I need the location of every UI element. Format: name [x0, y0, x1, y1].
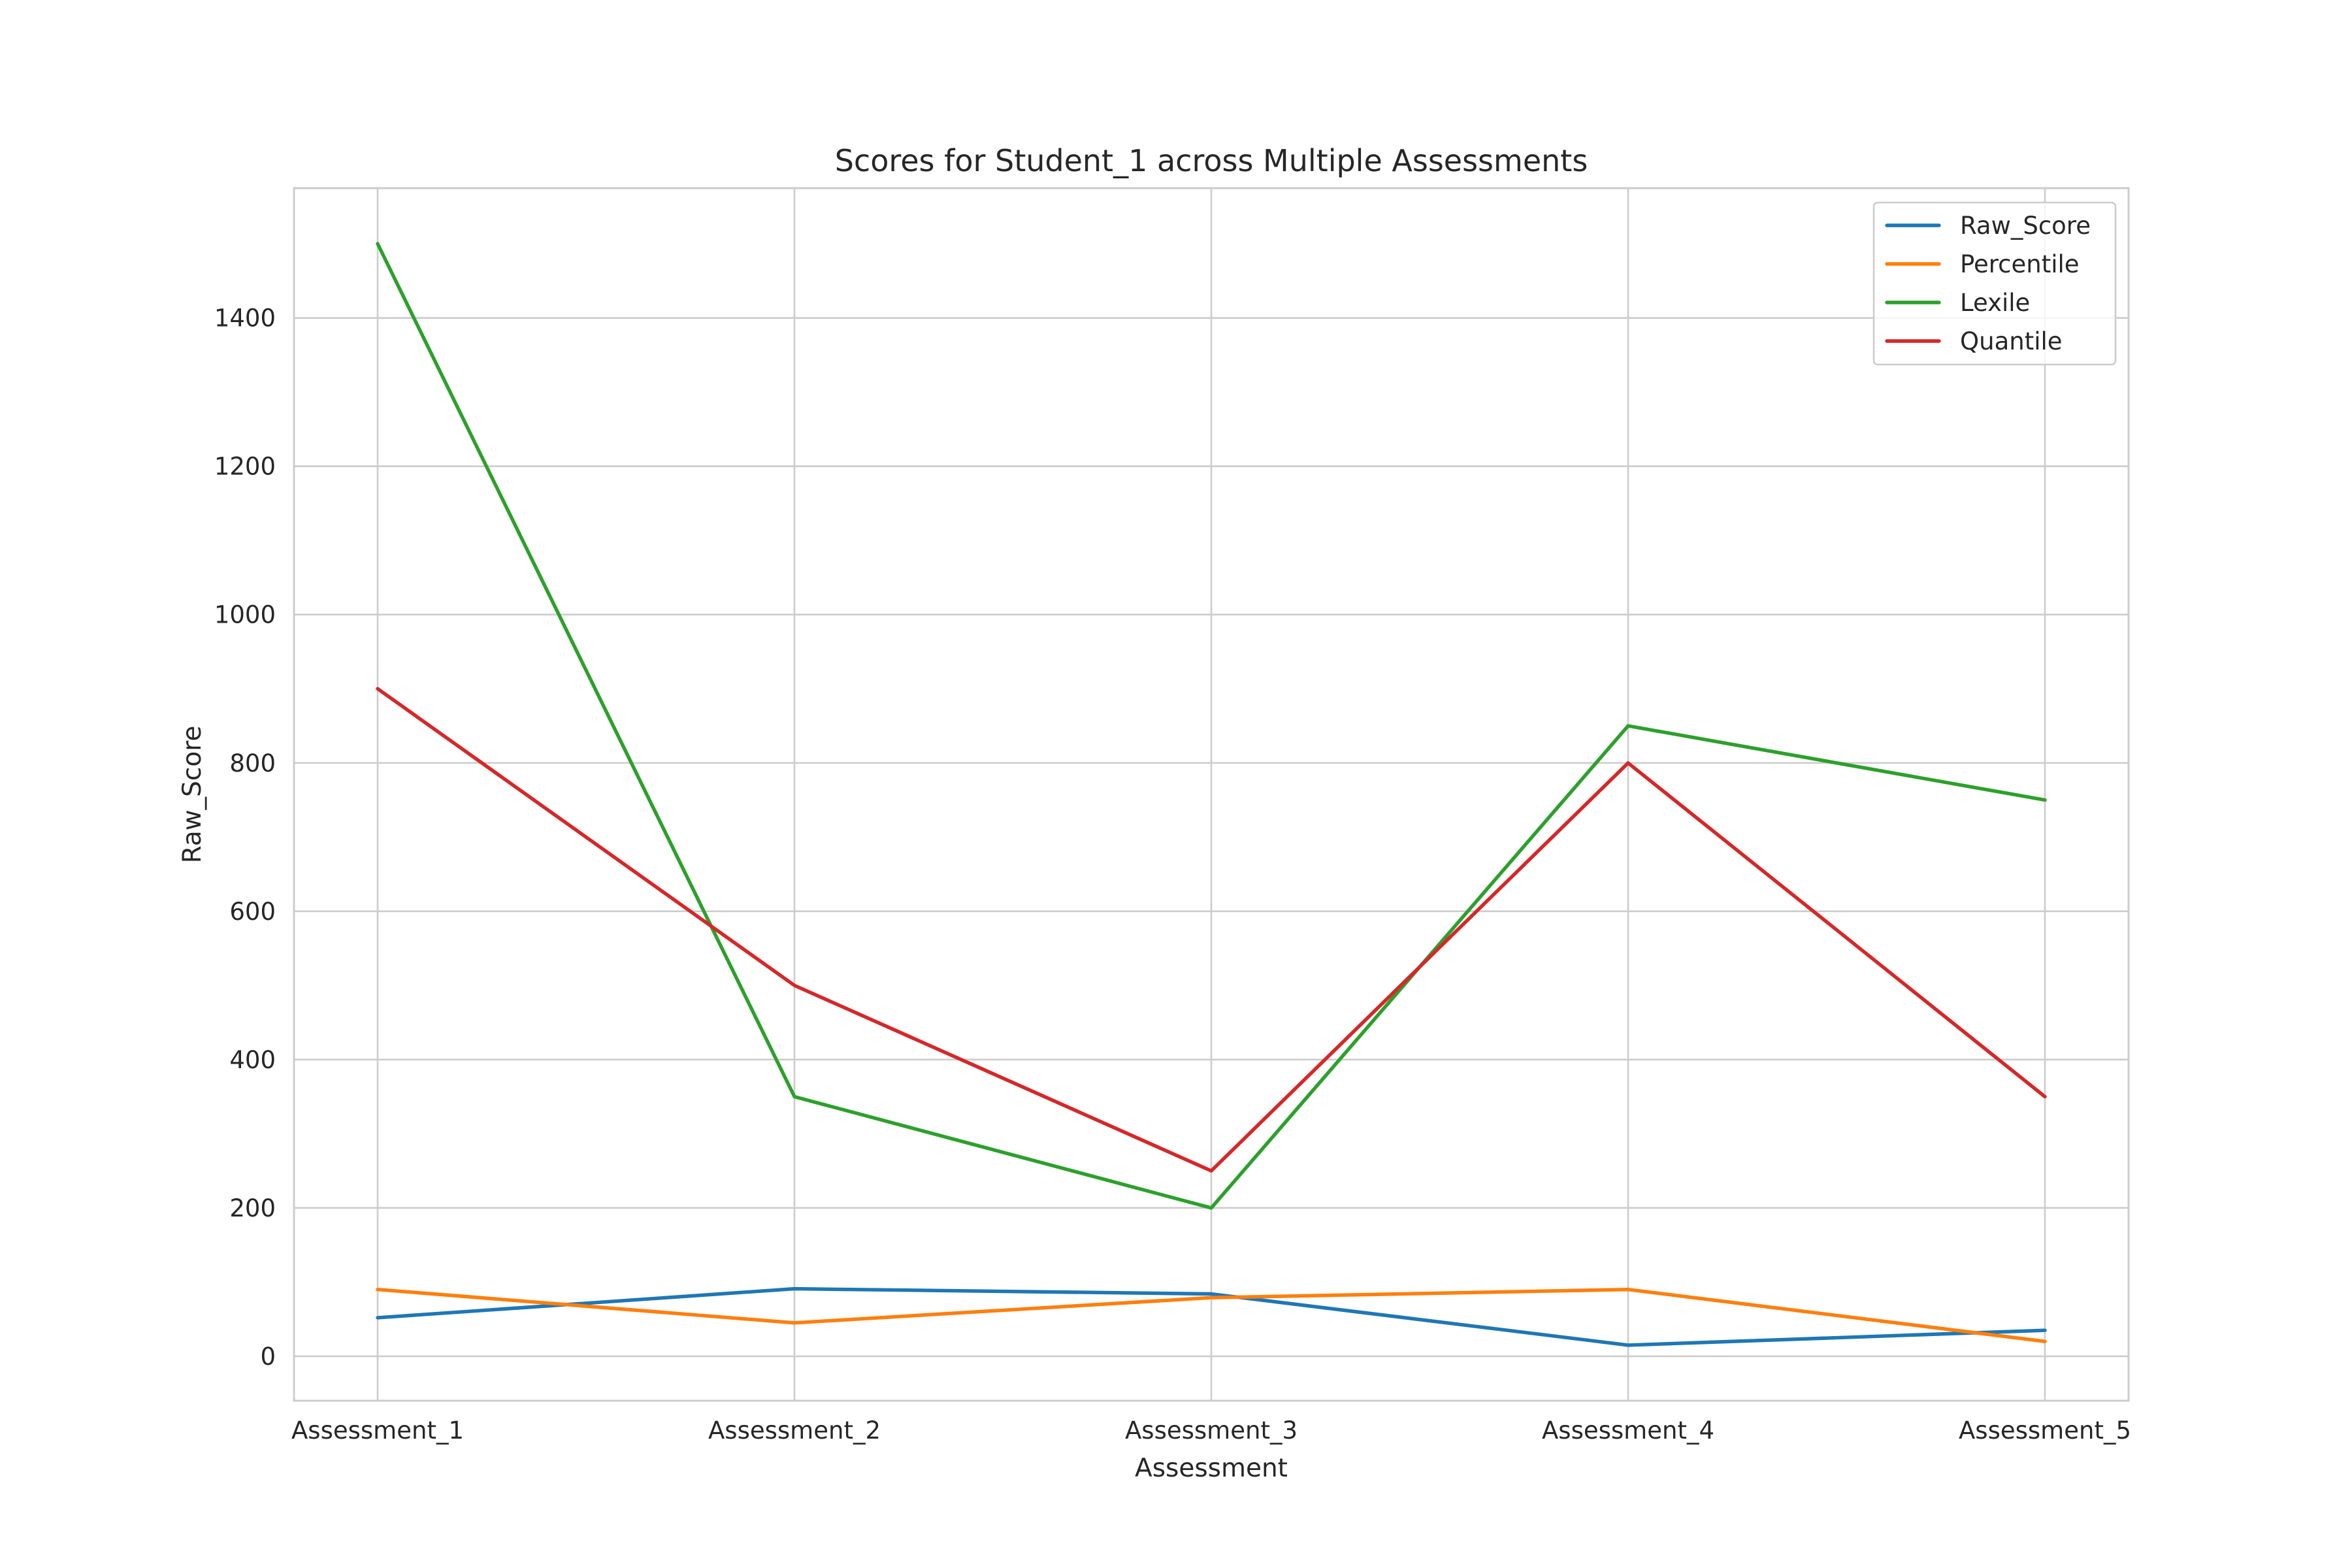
- x-tick-label: Assessment_5: [1959, 1416, 2131, 1445]
- legend-label: Quantile: [1960, 327, 2063, 355]
- series-lines: [376, 242, 2047, 1347]
- y-tick-label: 200: [229, 1194, 276, 1222]
- series-line-lexile: [376, 242, 2047, 1210]
- x-axis-label: Assessment: [1135, 1454, 1288, 1483]
- series-line-raw-score: [376, 1286, 2047, 1347]
- legend-label: Raw_Score: [1960, 212, 2091, 240]
- legend-label: Lexile: [1960, 289, 2030, 317]
- plot-frame: [293, 187, 2130, 1402]
- series-line-percentile: [376, 1287, 2047, 1343]
- series-line-quantile: [376, 687, 2047, 1173]
- y-tick-label: 1400: [214, 304, 276, 333]
- x-tick-label: Assessment_1: [291, 1416, 464, 1445]
- legend-label: Percentile: [1960, 250, 2080, 278]
- legend-entries: Raw_Score Percentile Lexile Quantile: [1885, 212, 2091, 355]
- y-tick-label: 800: [229, 749, 276, 777]
- y-axis-label: Raw_Score: [178, 726, 207, 864]
- y-tick-label: 0: [260, 1343, 276, 1371]
- legend: Raw_Score Percentile Lexile Quantile: [1872, 201, 2117, 366]
- y-tick-label: 400: [229, 1046, 276, 1074]
- x-tick-label: Assessment_4: [1542, 1416, 1714, 1445]
- tick-labels: 0 200 400 600 800 1000 1200 1400 Assessment_1 Ass…: [214, 304, 2131, 1445]
- chart-title: Scores for Student_1 across Multiple Ass…: [835, 143, 1588, 178]
- x-tick-label: Assessment_2: [708, 1416, 881, 1445]
- legend-box: [1872, 201, 2117, 366]
- y-tick-label: 1000: [214, 601, 276, 629]
- x-tick-label: Assessment_3: [1125, 1416, 1298, 1445]
- y-tick-label: 1200: [214, 453, 276, 481]
- y-tick-label: 600: [229, 898, 276, 926]
